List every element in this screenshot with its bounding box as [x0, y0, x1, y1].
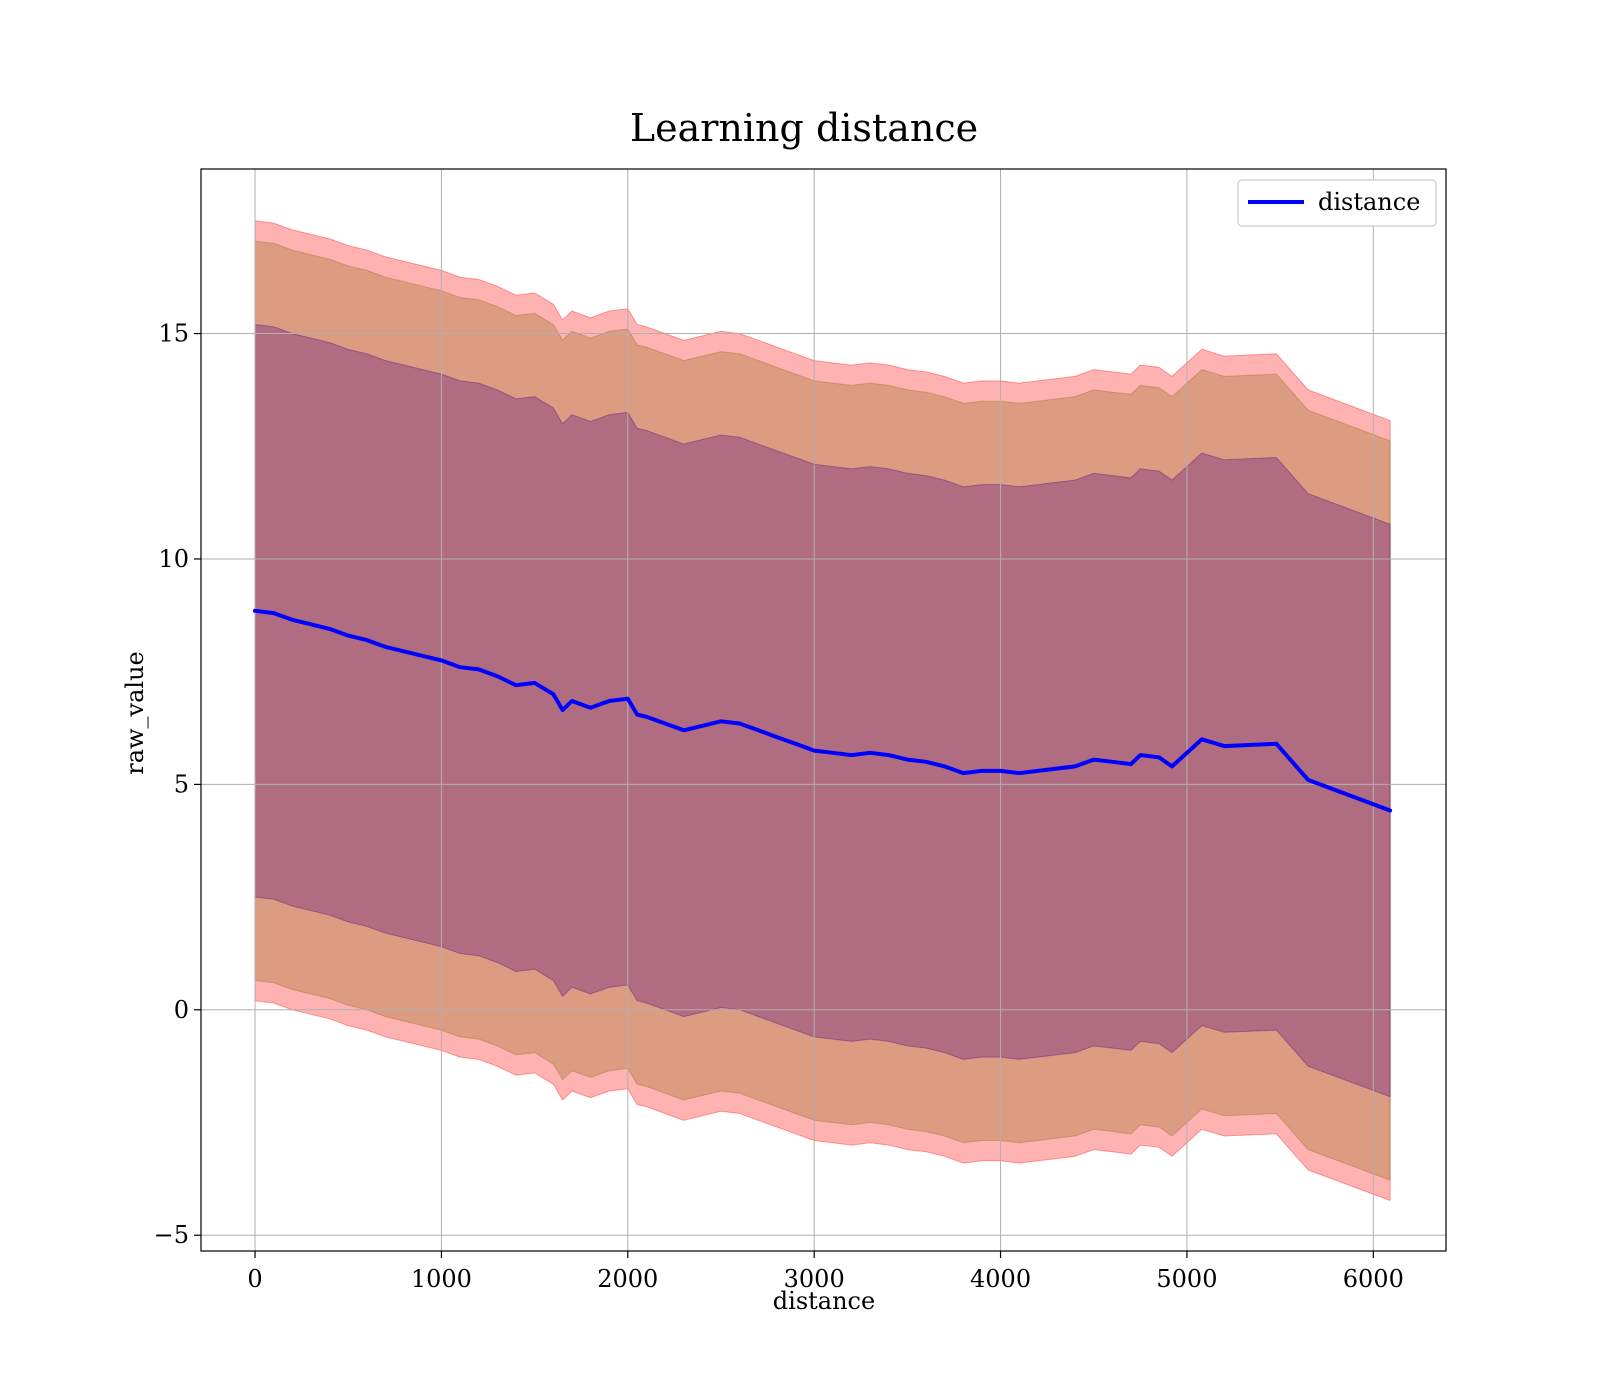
band-middle — [254, 240, 1391, 1181]
legend-label-distance: distance — [1318, 188, 1420, 216]
x-axis-label: distance — [773, 1287, 875, 1315]
chart-title: Learning distance — [630, 106, 978, 150]
y-tick-label: 15 — [158, 320, 189, 348]
y-tick-label: −5 — [154, 1221, 189, 1249]
plot-area: 0 1000 2000 3000 4000 5000 6000 −5 0 5 10 15 — [154, 168, 1447, 1293]
x-tick-label: 4000 — [970, 1265, 1031, 1293]
y-tick-label: 0 — [174, 996, 189, 1024]
x-tick-label: 1000 — [411, 1265, 472, 1293]
x-tick-label: 5000 — [1156, 1265, 1217, 1293]
legend-box — [1237, 179, 1437, 227]
band-outer — [254, 220, 1391, 1202]
x-tick-label: 0 — [247, 1265, 262, 1293]
series-line-distance — [253, 608, 1393, 813]
band-inner — [254, 323, 1391, 1098]
axes-frame — [200, 168, 1447, 1252]
y-tick-label: 5 — [174, 770, 189, 798]
legend: distance — [1237, 179, 1437, 227]
y-axis-label: raw_value — [121, 651, 149, 775]
x-tick-label: 3000 — [784, 1265, 845, 1293]
x-tick-label: 2000 — [597, 1265, 658, 1293]
x-tick-label: 6000 — [1343, 1265, 1404, 1293]
y-tick-label: 10 — [158, 545, 189, 573]
